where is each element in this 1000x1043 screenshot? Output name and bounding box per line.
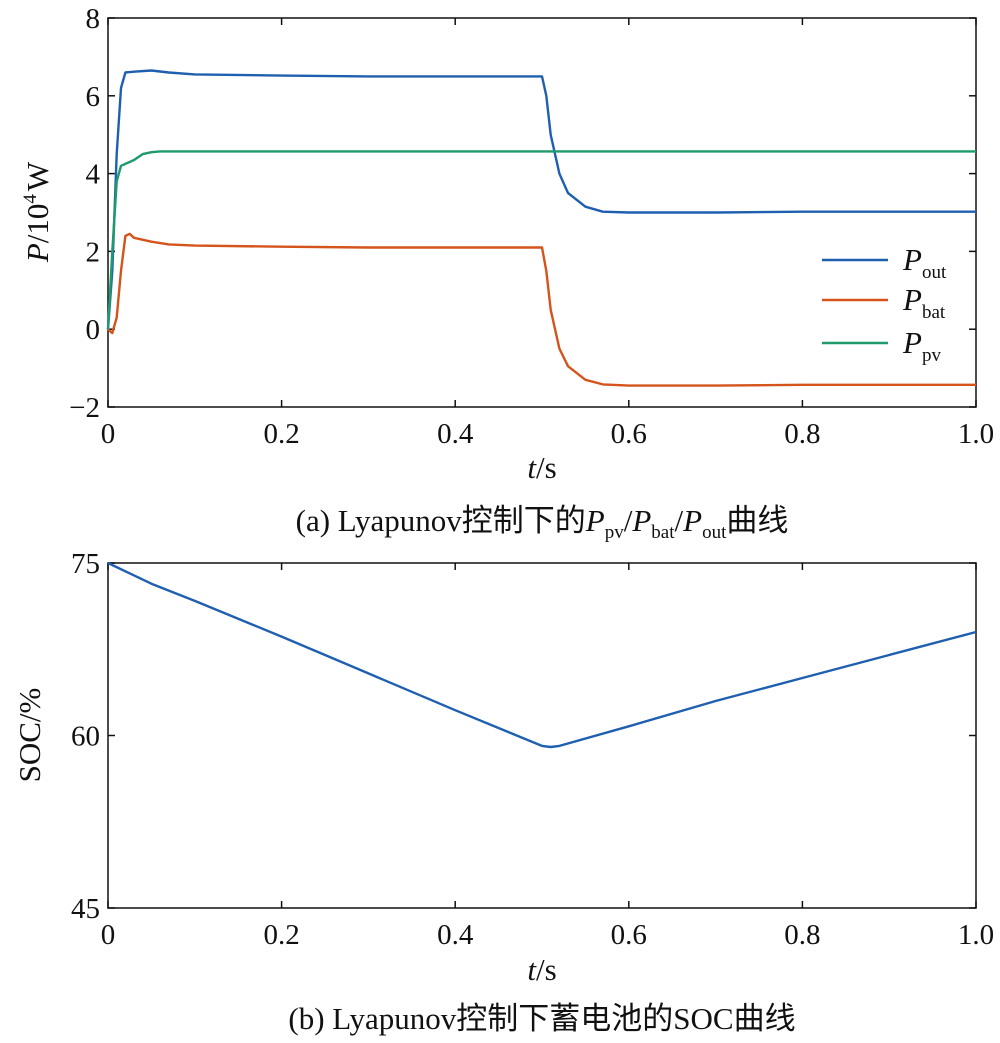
chart-b-series-soc — [107, 561, 977, 749]
chart-a-series-p-pv — [106, 150, 976, 330]
chart-a-xlabel: t/s — [527, 450, 556, 485]
chart-a-series-p-bat — [107, 232, 976, 387]
chart-b-xtick-label: 1.0 — [958, 919, 994, 951]
chart-a-xtick-label: 0 — [101, 418, 116, 450]
chart-a-xtick-label: 1.0 — [958, 418, 994, 450]
chart-a-ytick-label: 2 — [86, 236, 101, 268]
chart-b-ytick-label: 75 — [71, 548, 100, 580]
chart-a-xtick-label: 0.4 — [437, 418, 474, 450]
chart-a-ytick-label: 4 — [86, 159, 101, 191]
chart-b-xtick-label: 0.2 — [263, 919, 299, 951]
chart-b-ytick-label: 60 — [71, 721, 100, 753]
chart-b-xtick-label: 0.8 — [784, 919, 820, 951]
chart-b-ytick-label: 45 — [71, 893, 100, 925]
chart-b-ylabel: SOC/% — [12, 688, 47, 783]
chart-a-xtick-label: 0.2 — [263, 418, 299, 450]
legend-label-p-pv: Ppv — [902, 325, 941, 366]
chart-a-ytick-label: 6 — [86, 81, 101, 113]
chart-b-xlabel: t/s — [527, 952, 556, 987]
chart-a-xtick-label: 0.8 — [784, 418, 820, 450]
chart-b-xtick-label: 0.4 — [437, 919, 474, 951]
chart-b-series-group — [107, 561, 977, 749]
chart-b-soc-curve: 0 0.2 0.4 0.6 0.8 1.0 45 60 75 SOC/% t/s (b) Lya… — [12, 548, 994, 1036]
chart-a-ytick-label: 8 — [86, 3, 101, 35]
legend-label-p-out: Pout — [902, 242, 947, 283]
chart-b-xtick-label: 0.6 — [611, 919, 647, 951]
chart-b-caption: (b) Lyapunov控制下蓄电池的SOC曲线 — [288, 1001, 795, 1036]
chart-b-xtick-label: 0 — [101, 919, 116, 951]
chart-b-plot-frame — [107, 562, 977, 909]
chart-a-ytick-label: −2 — [69, 392, 100, 424]
legend-label-p-bat: Pbat — [902, 282, 946, 323]
chart-a-xtick-label: 0.6 — [611, 418, 647, 450]
chart-a-ytick-label: 0 — [86, 314, 101, 346]
chart-a-caption: (a) Lyapunov控制下的Ppv/Pbat/Pout曲线 — [296, 503, 789, 543]
chart-a-series-p-out — [106, 69, 976, 330]
chart-b-ticks: 0 0.2 0.4 0.6 0.8 1.0 45 60 75 — [71, 548, 994, 951]
chart-a-ylabel: P/104W — [20, 161, 55, 263]
chart-a-series-group — [106, 69, 976, 387]
